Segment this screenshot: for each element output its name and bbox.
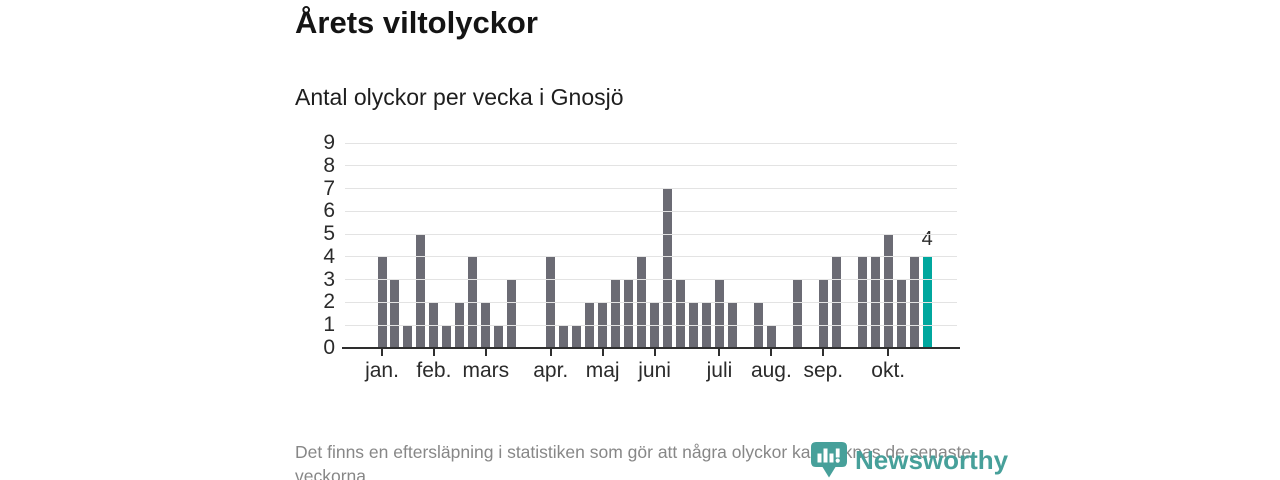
y-axis-label: 7: [323, 176, 335, 200]
x-axis-month-label: juli: [706, 359, 733, 382]
bar: [559, 325, 569, 348]
x-axis-tick: [432, 349, 435, 356]
bar: [390, 279, 400, 348]
bar: [714, 279, 724, 348]
gridline: [345, 210, 957, 212]
bar: [766, 325, 776, 348]
x-axis-line: [342, 347, 960, 349]
y-axis-label: 1: [323, 313, 335, 337]
x-axis-tick: [549, 349, 552, 356]
bar: [494, 325, 504, 348]
chart-title: Årets viltolyckor: [295, 5, 538, 40]
bar: [676, 279, 686, 348]
bar: [818, 279, 828, 348]
x-axis-tick: [601, 349, 604, 356]
highlight-value-label: 4: [921, 227, 933, 250]
x-axis-month-label: mars: [462, 359, 510, 382]
bar: [896, 279, 906, 348]
bar: [442, 325, 452, 348]
x-axis-month-label: maj: [585, 359, 620, 382]
x-axis-tick: [887, 349, 890, 356]
y-axis-label: 3: [323, 267, 335, 291]
bar: [624, 279, 634, 348]
footnote: Det finns en eftersläpning i statistiken…: [295, 442, 972, 480]
y-axis-label: 8: [323, 153, 335, 177]
x-axis-tick: [822, 349, 825, 356]
x-axis-month-label: feb.: [416, 359, 452, 382]
x-axis-tick: [770, 349, 773, 356]
newsworthy-pin-barchart-icon: [811, 442, 847, 478]
bar: [883, 234, 893, 348]
x-axis-month-label: jan.: [365, 359, 399, 382]
x-axis-tick: [653, 349, 656, 356]
plot-area: 4 okt. sep. aug. juli juni maj apr. mars feb. jan.…: [323, 131, 960, 382]
gridline: [345, 188, 957, 190]
bar: [403, 325, 413, 348]
y-axis-label: 9: [323, 131, 335, 154]
gridline: [345, 165, 957, 167]
bar: [663, 188, 673, 348]
bar: [572, 325, 582, 348]
x-axis-month-label: aug.: [750, 359, 792, 382]
x-axis-tick: [718, 349, 721, 356]
gridline: [345, 279, 957, 281]
gridline: [345, 233, 957, 235]
x-axis-month-label: okt.: [871, 359, 906, 382]
bar: [416, 234, 426, 348]
y-axis-label: 4: [323, 244, 335, 268]
newsworthy-logo-text: Newsworthy: [855, 445, 1009, 475]
y-axis-label: 5: [323, 222, 335, 246]
y-axis-label: 6: [323, 199, 335, 223]
gridline: [345, 256, 957, 258]
x-axis-month-label: apr.: [533, 359, 569, 382]
chart-subtitle: Antal olyckor per vecka i Gnosjö: [295, 84, 624, 110]
y-axis-label: 2: [323, 290, 335, 314]
newsworthy-logo: Newsworthy: [810, 441, 1008, 479]
gridline: [345, 301, 957, 303]
gridline: [345, 142, 957, 144]
x-axis-tick: [484, 349, 487, 356]
bar: [611, 279, 621, 348]
gridline: [345, 324, 957, 326]
x-axis-tick: [381, 349, 383, 356]
bar: [792, 279, 802, 348]
bar: [507, 279, 517, 348]
y-axis-label: 0: [323, 336, 335, 359]
x-axis-month-label: juni: [638, 359, 671, 382]
x-axis-month-label: sep.: [803, 359, 844, 382]
